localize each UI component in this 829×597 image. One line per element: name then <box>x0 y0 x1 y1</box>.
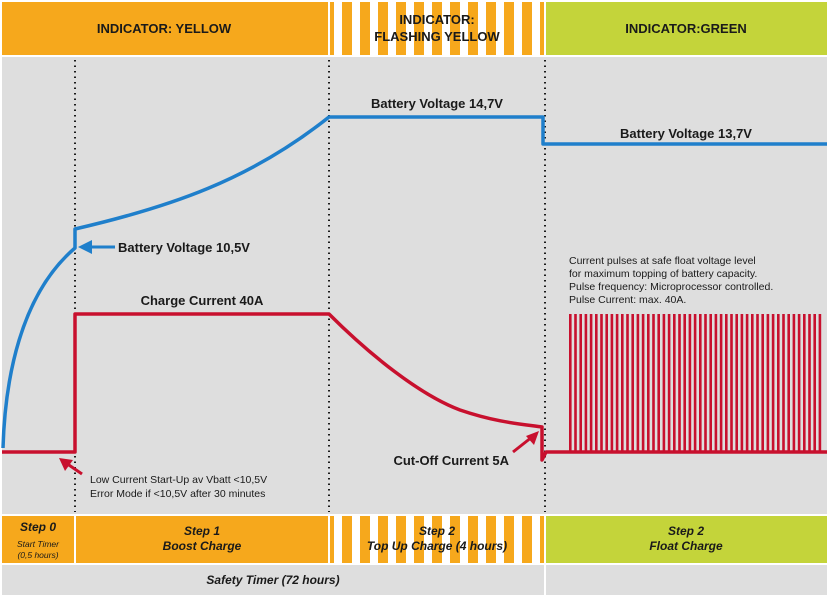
voltage-float-label: Battery Voltage 13,7V <box>620 126 752 141</box>
pulses-note-line-4: Pulse Current: max. 40A. <box>569 294 686 306</box>
step2-float-sub1: Float Charge <box>649 539 723 553</box>
float-pulse-bar <box>777 314 780 452</box>
float-pulse-bar <box>709 314 712 452</box>
pulses-note-line-3: Pulse frequency: Microprocessor controll… <box>569 281 773 293</box>
low-current-note-line-1: Low Current Start-Up av Vbatt <10,5V <box>90 474 267 486</box>
voltage-start-arrowhead <box>78 240 92 254</box>
float-pulse-bar <box>688 314 692 452</box>
float-pulse-bar <box>761 314 764 452</box>
charge-current-curve <box>2 312 827 462</box>
float-pulse-bar <box>693 314 697 452</box>
low-current-note-line-2: Error Mode if <10,5V after 30 minutes <box>90 488 265 500</box>
float-pulses <box>569 314 822 452</box>
float-pulse-bar <box>641 314 645 452</box>
header-green-band <box>546 2 827 55</box>
float-pulse-bar <box>579 314 582 452</box>
step2-topup-sub1: Top Up Charge (4 hours) <box>367 539 507 553</box>
charge-current-label: Charge Current 40A <box>141 293 264 308</box>
voltage-start-label: Battery Voltage 10,5V <box>118 240 250 255</box>
step1-band <box>76 516 328 563</box>
float-pulse-bar <box>735 314 738 452</box>
step0-title: Step 0 <box>20 520 56 534</box>
low-current-arrowhead <box>59 458 73 471</box>
step1-sub1: Boost Charge <box>163 539 242 553</box>
float-pulse-bar <box>699 314 702 452</box>
float-pulse-bar <box>683 314 686 452</box>
footer-right-band <box>546 565 827 595</box>
float-pulse-bar <box>725 314 728 452</box>
float-pulse-bar <box>636 314 640 452</box>
float-pulse-bar <box>719 314 723 452</box>
header-flashing-label-2: FLASHING YELLOW <box>374 29 500 44</box>
step1-title: Step 1 <box>184 524 220 538</box>
step2-float-title: Step 2 <box>668 524 704 538</box>
float-pulse-bar <box>610 314 614 452</box>
voltage-boost-label: Battery Voltage 14,7V <box>371 96 503 111</box>
float-pulse-bar <box>652 314 655 452</box>
float-pulse-bar <box>589 314 593 452</box>
float-pulse-bar <box>730 314 733 452</box>
pulses-note-line-1: Current pulses at safe float voltage lev… <box>569 255 756 267</box>
safety-timer-band <box>2 565 544 595</box>
float-pulse-bar <box>787 314 790 452</box>
float-pulse-bar <box>595 314 598 452</box>
header-yellow-label: INDICATOR: YELLOW <box>97 21 232 36</box>
float-pulse-bar <box>574 314 577 452</box>
float-pulse-bar <box>714 314 718 452</box>
float-pulse-bar <box>673 314 676 452</box>
float-pulse-bar <box>678 314 681 452</box>
float-pulse-bar <box>600 314 603 452</box>
float-pulse-bar <box>766 314 770 452</box>
header-yellow-band <box>2 2 328 55</box>
float-pulse-bar <box>792 314 796 452</box>
battery-voltage-curve <box>1 115 827 449</box>
float-pulse-bar <box>584 314 588 452</box>
float-pulse-bar <box>740 314 744 452</box>
step0-sub2: (0,5 hours) <box>17 550 58 560</box>
float-pulse-bar <box>662 314 666 452</box>
pulses-note-line-2: for maximum topping of battery capacity. <box>569 268 757 280</box>
float-pulse-bar <box>745 314 749 452</box>
float-pulse-bar <box>615 314 619 452</box>
float-pulse-bar <box>803 314 806 452</box>
step0-sub1: Start Timer <box>17 539 60 549</box>
float-pulse-bar <box>756 314 759 452</box>
float-pulse-bar <box>771 314 775 452</box>
float-pulse-bar <box>797 314 801 452</box>
header-flashing-band <box>330 2 544 55</box>
float-pulse-bar <box>818 314 822 452</box>
header-green-label: INDICATOR:GREEN <box>625 21 747 36</box>
step2-topup-band <box>330 516 544 563</box>
float-pulse-bar <box>621 314 624 452</box>
header-flashing-label-1: INDICATOR: <box>399 12 474 27</box>
cutoff-arrow-shaft <box>512 435 533 454</box>
float-pulse-bar <box>813 314 816 452</box>
cutoff-arrowhead <box>526 431 539 445</box>
float-pulse-bar <box>704 314 707 452</box>
float-pulse-bar <box>667 314 671 452</box>
float-pulse-bar <box>751 314 754 452</box>
float-pulse-bar <box>647 314 650 452</box>
float-pulse-bar <box>605 314 608 452</box>
step2-topup-title: Step 2 <box>419 524 455 538</box>
step2-float-band <box>546 516 827 563</box>
float-pulse-bar <box>782 314 785 452</box>
float-pulse-bar <box>569 314 572 452</box>
cutoff-current-label: Cut-Off Current 5A <box>393 453 509 468</box>
safety-timer-label: Safety Timer (72 hours) <box>206 573 339 587</box>
float-pulse-bar <box>808 314 811 452</box>
float-pulse-bar <box>657 314 660 452</box>
float-pulse-bar <box>626 314 629 452</box>
float-pulse-bar <box>631 314 634 452</box>
step0-band <box>2 516 74 563</box>
